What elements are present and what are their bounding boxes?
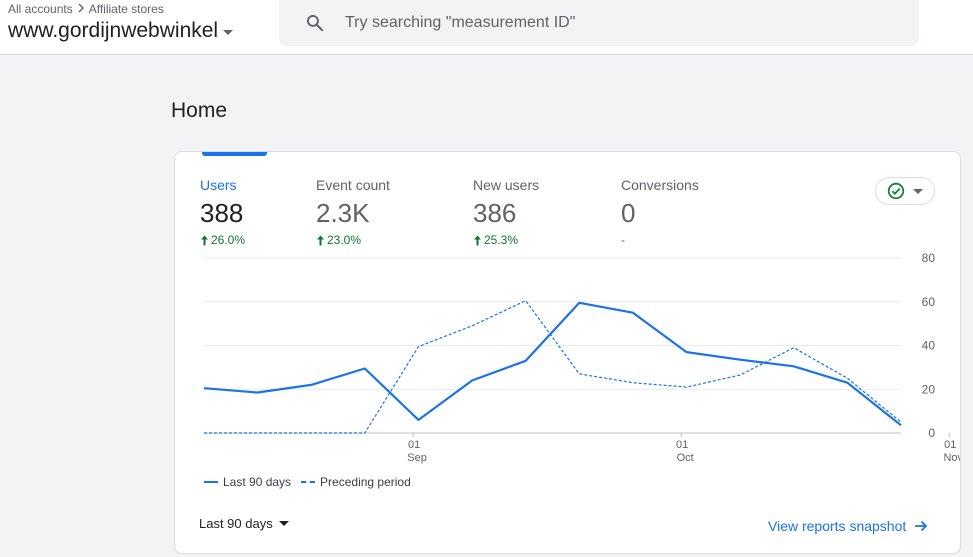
metric-value: 0 [621,198,636,228]
x-tick-month-label: Sep [407,452,427,464]
series-line-last-90-days [203,301,902,427]
view-reports-snapshot-label: View reports snapshot [768,518,907,534]
caret-down-icon [223,29,234,35]
metric-value: 2.3K [316,198,370,228]
property-name: www.gordijnwebwinkel [8,19,219,42]
legend-label-previous: Preceding period [320,475,411,489]
search-bar[interactable] [279,0,919,46]
y-tick-label: 60 [922,295,936,309]
arrow-right-icon [915,520,928,532]
arrow-up-icon [201,235,208,245]
caret-down-icon [278,521,289,526]
insights-dropdown-button[interactable] [875,177,935,205]
chart-legend: Last 90 days Preceding period [204,475,411,489]
x-tick-day-label: 01 [408,439,420,451]
metric-value: 388 [200,198,244,228]
metric-change-value: - [621,233,625,247]
search-icon [306,14,324,32]
legend-item-current: Last 90 days [204,475,291,489]
arrow-up-icon [317,235,324,245]
breadcrumb-account[interactable]: Affiliate stores [88,1,164,16]
metric-value: 386 [473,198,517,228]
metric-tab-event-count[interactable]: Event count 2.3K 23.0% [316,177,390,247]
metric-change-value: 23.0% [327,233,362,247]
check-circle-icon [887,182,905,200]
legend-solid-line-icon [204,481,218,483]
top-bar: All accounts Affiliate stores www.gordij… [0,0,973,55]
metric-change: 23.0% [316,233,390,247]
x-tick-month-label: Oct [677,452,694,464]
legend-item-previous: Preceding period [301,475,411,489]
metric-label: Conversions [621,177,699,193]
search-input[interactable] [343,10,907,36]
metric-change-value: 25.3% [484,233,519,247]
metric-change: - [621,233,699,247]
breadcrumb: All accounts Affiliate stores [8,1,164,16]
breadcrumb-all-accounts[interactable]: All accounts [8,1,73,16]
metric-change-value: 26.0% [211,233,246,247]
metric-change: 25.3% [473,233,539,247]
metric-tab-users[interactable]: Users 388 26.0% [200,177,245,247]
series-line-preceding-period [204,300,902,434]
x-tick-day-label: 01 [676,439,688,451]
active-tab-indicator [202,152,267,156]
page-title: Home [171,99,228,122]
metric-label: Event count [316,177,390,193]
y-tick-label: 40 [922,339,936,353]
arrow-up-icon [474,235,481,245]
y-tick-label: 0 [928,426,935,440]
y-tick-label: 20 [922,382,936,396]
legend-label-current: Last 90 days [223,475,292,489]
metric-label: New users [473,177,540,193]
metric-change: 26.0% [200,233,245,247]
x-tick-month-label: Nov [943,452,960,464]
metric-tab-conversions[interactable]: Conversions 0 - [621,177,699,247]
overview-card: Users 388 26.0% Event count 2.3K 23.0% N… [174,151,961,554]
metric-label: Users [200,177,237,193]
date-range-label: Last 90 days [199,516,273,531]
chevron-right-icon [77,1,85,16]
x-tick-day-label: 01 [944,439,956,451]
date-range-selector[interactable]: Last 90 days [199,516,289,531]
view-reports-snapshot-link[interactable]: View reports snapshot [768,518,928,534]
metric-tab-new-users[interactable]: New users 386 25.3% [473,177,539,247]
y-tick-label: 80 [922,251,936,265]
property-selector[interactable]: www.gordijnwebwinkel [8,19,234,43]
legend-dashed-line-icon [301,481,316,483]
caret-down-icon [913,188,923,194]
